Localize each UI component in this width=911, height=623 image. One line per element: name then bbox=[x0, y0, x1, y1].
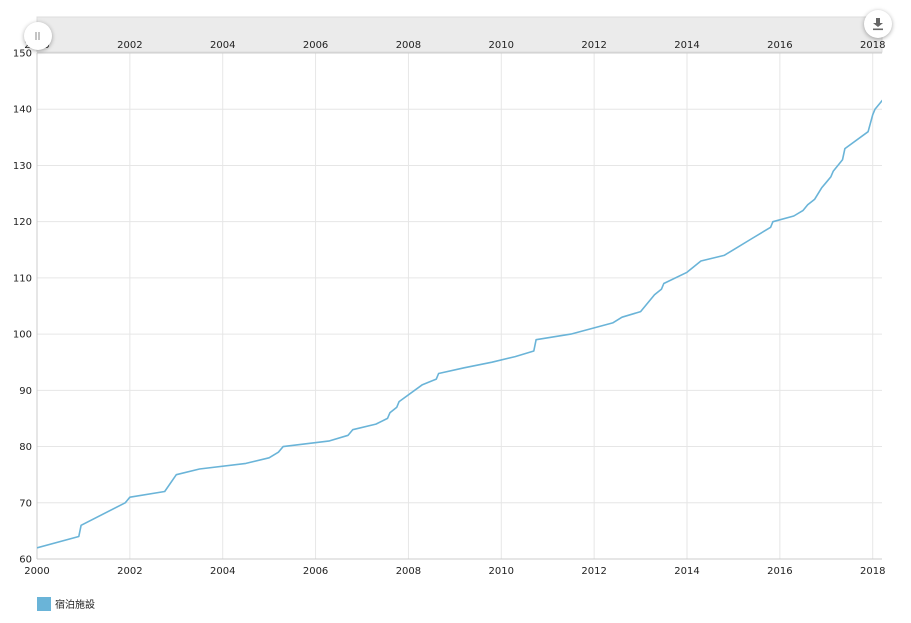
y-axis: 60 70 80 90 100 110 120 130 140 150 bbox=[13, 49, 38, 566]
navigator-tick-label: 2016 bbox=[767, 40, 792, 51]
download-icon bbox=[873, 18, 883, 31]
navigator-tick-label: 2004 bbox=[210, 40, 235, 51]
navigator-left-handle[interactable] bbox=[24, 22, 52, 50]
x-tick-label: 2008 bbox=[396, 566, 421, 577]
y-tick-label: 80 bbox=[19, 442, 32, 453]
series-line bbox=[37, 99, 882, 549]
x-tick-label: 2010 bbox=[489, 566, 514, 577]
range-navigator[interactable] bbox=[36, 16, 883, 53]
navigator-tick-label: 2010 bbox=[489, 40, 514, 51]
y-tick-label: 130 bbox=[13, 161, 32, 172]
grip-icon bbox=[35, 32, 40, 40]
y-tick-label: 100 bbox=[13, 330, 32, 341]
navigator-tick-label: 2006 bbox=[303, 40, 328, 51]
x-tick-label: 2000 bbox=[24, 566, 49, 577]
x-tick-label: 2018 bbox=[860, 566, 885, 577]
x-tick-label: 2002 bbox=[117, 566, 142, 577]
y-tick-label: 120 bbox=[13, 217, 32, 228]
x-tick-label: 2014 bbox=[674, 566, 699, 577]
y-tick-label: 60 bbox=[19, 555, 32, 566]
y-tick-label: 150 bbox=[13, 49, 32, 60]
grid-lines bbox=[36, 52, 882, 560]
x-axis: 2000 2002 2004 2006 2008 2010 2012 2014 2016 2018 bbox=[24, 558, 885, 577]
y-tick-label: 90 bbox=[19, 386, 32, 397]
x-tick-label: 2016 bbox=[767, 566, 792, 577]
legend[interactable]: 宿泊施設 bbox=[37, 596, 95, 611]
series-group bbox=[37, 99, 882, 549]
y-tick-label: 70 bbox=[19, 498, 32, 509]
navigator-tick-label: 2008 bbox=[396, 40, 421, 51]
y-tick-label: 110 bbox=[13, 273, 32, 284]
legend-swatch bbox=[37, 596, 51, 611]
navigator-tick-label: 2014 bbox=[674, 40, 699, 51]
download-button[interactable] bbox=[864, 10, 892, 38]
x-tick-label: 2004 bbox=[210, 566, 235, 577]
x-tick-label: 2012 bbox=[581, 566, 606, 577]
navigator-tick-label: 2018 bbox=[860, 40, 885, 51]
x-tick-label: 2006 bbox=[303, 566, 328, 577]
y-tick-label: 140 bbox=[13, 105, 32, 116]
navigator-tick-label: 2012 bbox=[581, 40, 606, 51]
navigator-background[interactable] bbox=[36, 16, 883, 53]
legend-label: 宿泊施設 bbox=[55, 600, 95, 611]
navigator-tick-label: 2002 bbox=[117, 40, 142, 51]
